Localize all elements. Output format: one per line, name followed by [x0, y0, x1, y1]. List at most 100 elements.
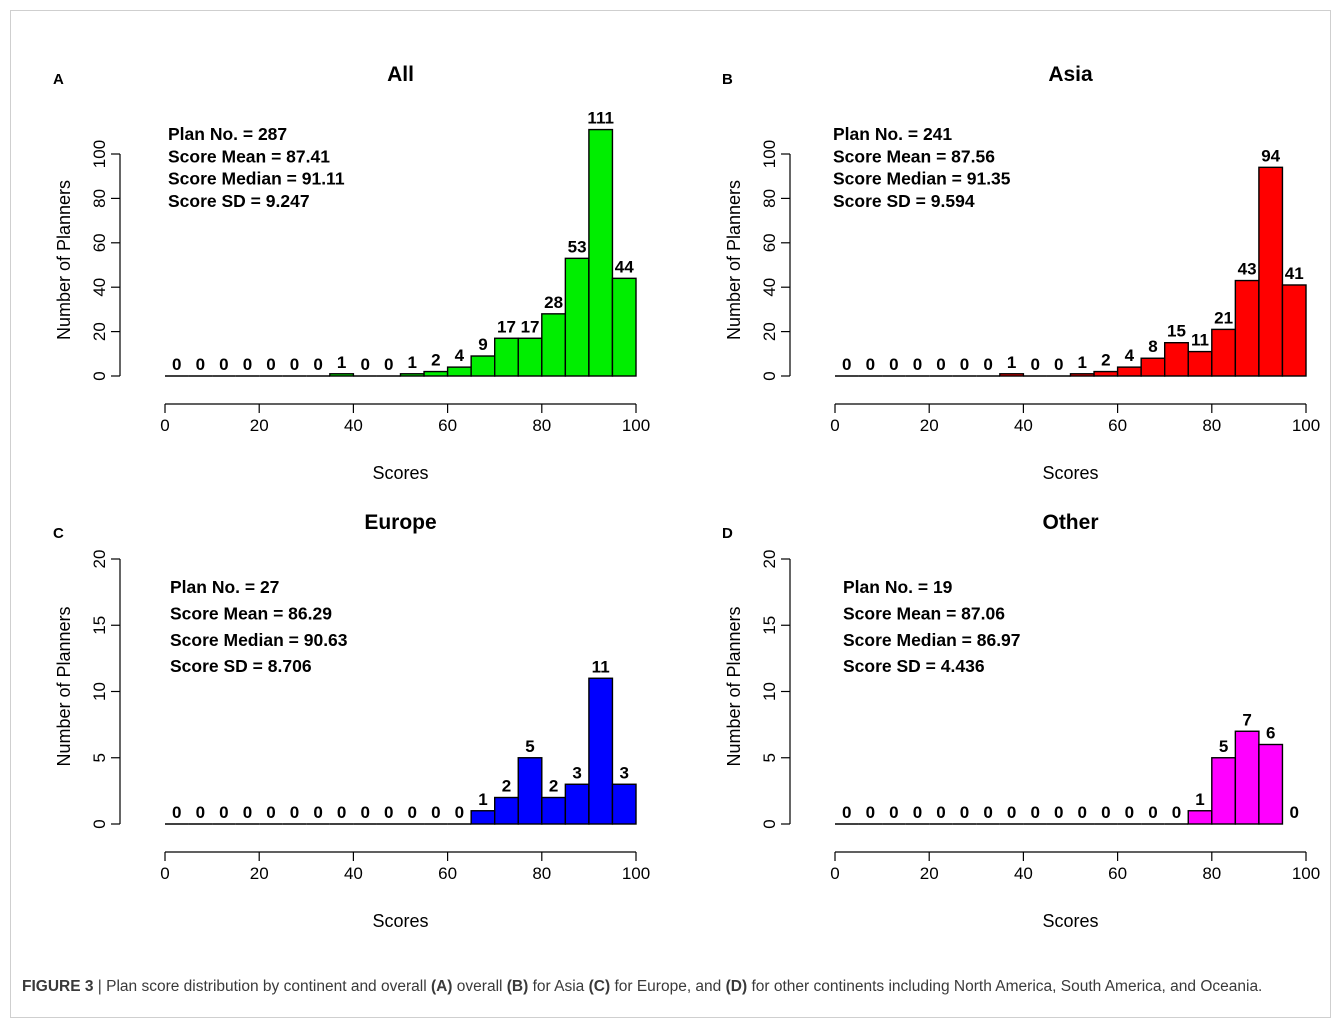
stats-line: Score SD = 9.247	[168, 191, 310, 211]
bar-count-label: 1	[478, 790, 487, 809]
chart-title: All	[387, 63, 414, 86]
stats-line: Score SD = 9.594	[833, 191, 975, 211]
bar-count-label: 8	[1148, 337, 1157, 356]
x-tick-label: 80	[1202, 864, 1221, 883]
bar-count-label: 1	[337, 353, 346, 372]
y-tick-label: 100	[760, 140, 779, 168]
stats-line: Plan No. = 19	[843, 577, 953, 597]
bar-count-label: 41	[1285, 264, 1304, 283]
x-tick-label: 40	[1014, 416, 1033, 435]
panel-letter: C	[53, 525, 64, 542]
bar-count-label: 0	[219, 355, 228, 374]
bar-count-label: 1	[1007, 353, 1016, 372]
x-tick-label: 100	[622, 864, 650, 883]
stats-line: Score Mean = 87.56	[833, 146, 995, 166]
y-tick-label: 20	[90, 322, 109, 341]
bar-count-label: 3	[572, 763, 581, 782]
bar-count-label: 43	[1238, 260, 1257, 279]
caption-text-4: for Europe, and	[610, 978, 726, 995]
bar-count-label: 0	[983, 355, 992, 374]
stats-line: Score SD = 4.436	[843, 656, 985, 676]
panel-letter: B	[722, 71, 733, 88]
histogram-bar	[1116, 366, 1142, 377]
bar-count-label: 0	[360, 355, 369, 374]
bar-count-label: 28	[544, 293, 563, 312]
histogram-bar	[1069, 373, 1095, 377]
x-tick-label: 60	[1108, 416, 1127, 435]
y-tick-label: 60	[90, 233, 109, 252]
y-tick-label: 20	[90, 550, 109, 569]
histogram-bar	[1281, 284, 1307, 377]
bar-count-label: 0	[889, 355, 898, 374]
bar-count-label: 2	[1101, 351, 1110, 370]
histogram-bar	[1093, 370, 1119, 377]
histogram-bar	[588, 677, 614, 825]
bar-count-label: 0	[408, 803, 417, 822]
histogram-bar	[1187, 350, 1213, 377]
stats-line: Plan No. = 241	[833, 124, 952, 144]
bar-count-label: 0	[337, 803, 346, 822]
bar-count-label: 1	[408, 353, 417, 372]
stats-line: Score Mean = 87.06	[843, 603, 1005, 623]
y-tick-label: 100	[90, 140, 109, 168]
bar-count-label: 0	[1030, 803, 1039, 822]
caption-figure-label: FIGURE 3	[22, 978, 94, 995]
x-tick-label: 40	[344, 416, 363, 435]
histogram-bar	[1140, 357, 1166, 377]
y-tick-label: 0	[760, 371, 779, 380]
bar-count-label: 0	[913, 355, 922, 374]
y-axis-label: Number of Planners	[724, 180, 744, 340]
histogram-bar	[1258, 743, 1284, 825]
bar-count-label: 9	[478, 335, 487, 354]
bar-count-label: 21	[1214, 308, 1233, 327]
bar-count-label: 2	[431, 351, 440, 370]
x-tick-label: 60	[438, 864, 457, 883]
caption-label-d: (D)	[725, 978, 748, 995]
x-tick-label: 60	[1108, 864, 1127, 883]
bar-count-label: 4	[1125, 346, 1135, 365]
bar-count-label: 0	[290, 355, 299, 374]
chart-title: Europe	[364, 511, 436, 534]
bar-count-label: 0	[431, 803, 440, 822]
caption-text-5: for other continents including North Ame…	[747, 978, 1263, 995]
bar-count-label: 0	[313, 355, 322, 374]
chart-title: Asia	[1048, 63, 1093, 86]
x-tick-label: 0	[830, 864, 839, 883]
histogram-bar	[541, 313, 567, 377]
bar-count-label: 2	[549, 777, 558, 796]
x-tick-label: 20	[920, 416, 939, 435]
bar-count-label: 15	[1167, 322, 1186, 341]
histogram-bar	[399, 373, 425, 377]
bar-count-label: 94	[1261, 146, 1280, 165]
bar-count-label: 17	[521, 317, 540, 336]
chart-title: Other	[1042, 511, 1098, 534]
caption-label-a: (A)	[430, 978, 453, 995]
x-tick-label: 20	[250, 416, 269, 435]
bar-count-label: 111	[587, 109, 614, 128]
bar-count-label: 0	[983, 803, 992, 822]
x-axis-label: Scores	[1042, 463, 1098, 483]
panel-letter: A	[53, 71, 64, 88]
panel-letter: D	[722, 525, 733, 542]
y-tick-label: 5	[90, 753, 109, 762]
bar-count-label: 11	[592, 657, 610, 676]
bar-count-label: 0	[243, 355, 252, 374]
x-tick-label: 20	[250, 864, 269, 883]
x-tick-label: 0	[160, 864, 169, 883]
figure-frame	[10, 10, 1331, 1018]
histogram-bar	[1211, 757, 1237, 825]
y-tick-label: 20	[760, 550, 779, 569]
bar-count-label: 0	[243, 803, 252, 822]
histogram-bar	[494, 796, 519, 825]
y-tick-label: 20	[760, 322, 779, 341]
y-tick-label: 10	[760, 682, 779, 701]
bar-count-label: 0	[1007, 803, 1016, 822]
stats-line: Score Median = 91.35	[833, 169, 1011, 189]
x-tick-label: 40	[1014, 864, 1033, 883]
y-tick-label: 40	[90, 278, 109, 297]
histogram-bar	[494, 337, 519, 377]
bar-count-label: 0	[313, 803, 322, 822]
bar-count-label: 0	[842, 355, 851, 374]
x-axis-label: Scores	[372, 463, 428, 483]
